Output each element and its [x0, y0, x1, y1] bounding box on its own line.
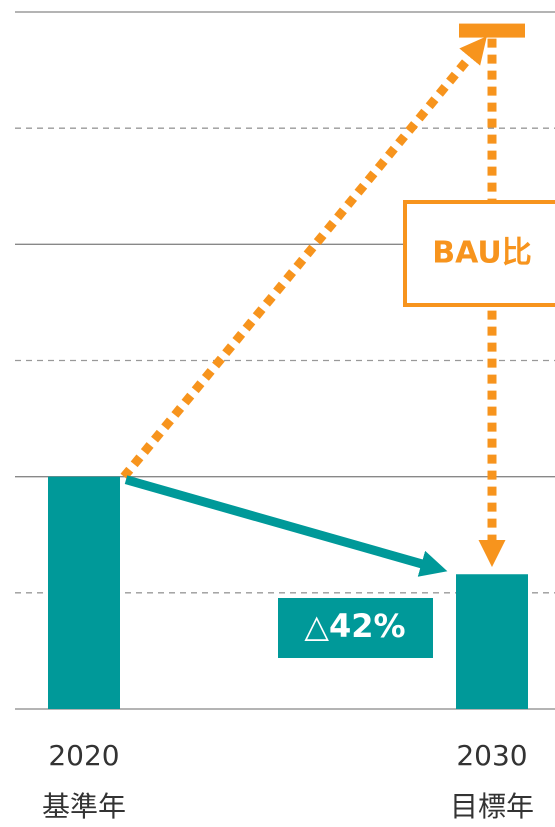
x-tick-label: 2030: [456, 739, 527, 772]
bau-marker: [459, 23, 525, 38]
reduction-box: [278, 598, 433, 658]
x-tick-label: 2020: [48, 739, 119, 772]
bau-arrow: [120, 36, 487, 480]
x-sublabel: 基準年: [42, 790, 126, 823]
x-sublabel: 目標年: [450, 790, 534, 823]
bar: [48, 476, 120, 709]
reduction-label: △42%: [304, 607, 405, 645]
reduction-arrow: [124, 475, 448, 577]
bau-label: BAU比: [432, 236, 532, 271]
bar: [456, 574, 528, 709]
bau-box: [403, 200, 555, 307]
